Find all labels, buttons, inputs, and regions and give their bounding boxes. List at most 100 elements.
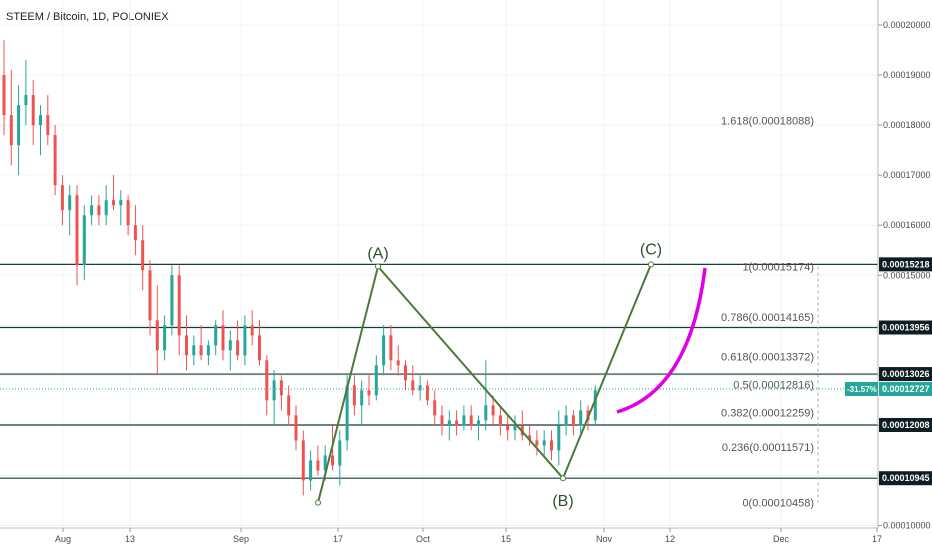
candle-body (352, 385, 356, 406)
candle-body (469, 415, 473, 426)
candle-body (104, 200, 108, 216)
horizontal-levels (0, 263, 878, 479)
candle-body (221, 325, 225, 351)
y-tick-label: 0.00010000 (883, 520, 931, 530)
y-tick-label: 0.00017000 (883, 170, 931, 180)
level-price-label: 0.00010945 (882, 473, 930, 483)
x-tick-label: 13 (125, 534, 135, 544)
candle-body (506, 425, 510, 431)
candle-body (374, 365, 378, 396)
candle-body (455, 420, 459, 426)
candle-body (279, 380, 283, 396)
y-tick-label: 0.00020000 (883, 20, 931, 30)
wave-line[interactable] (317, 263, 652, 503)
candle-body (309, 460, 313, 481)
x-tick-label: 15 (501, 534, 511, 544)
candle-body (301, 440, 305, 481)
y-tick-label: 0.00018000 (883, 120, 931, 130)
candle-body (53, 135, 57, 186)
wave-point[interactable] (315, 499, 321, 506)
candle-body (214, 325, 218, 346)
candle-body (2, 75, 6, 116)
price-change-label: -31.57% (847, 385, 877, 394)
fib-level-label: 0.618(0.00013372) (721, 352, 814, 364)
candle-body (440, 415, 444, 426)
candle-body (345, 385, 349, 441)
candle-body (564, 415, 568, 426)
level-price-label: 0.00013026 (882, 369, 930, 379)
candle-body (31, 95, 35, 126)
wave-point[interactable] (648, 261, 654, 268)
x-tick-label: 17 (872, 534, 882, 544)
x-tick-label: Oct (416, 534, 431, 544)
time-axis[interactable]: Aug 13 Sep 17 Oct 15 Nov 12 Dec 17 (55, 528, 882, 544)
candle-body (90, 205, 94, 216)
candle-body (228, 340, 232, 351)
fib-level-label: 0.236(0.00011571) (722, 442, 814, 454)
candle-body (170, 275, 174, 326)
level-price-tag (879, 257, 932, 272)
candle-body (258, 335, 261, 361)
current-price-tag (879, 382, 932, 397)
x-tick-label: Dec (773, 534, 790, 544)
y-tick-label: 0.00016000 (883, 220, 931, 230)
level-price-tag (879, 418, 932, 433)
candle-body (60, 185, 64, 211)
candle-body (75, 195, 79, 266)
candle-body (236, 340, 240, 356)
fib-level-label: 0.5(0.00012816) (733, 380, 814, 392)
candle-body (250, 325, 254, 336)
wave-label-a: (A) (367, 246, 388, 263)
candle-body (185, 335, 188, 356)
candle-body (484, 405, 488, 421)
abc-wave-drawing: (A) (B) (C) (315, 241, 707, 510)
candle-body (39, 115, 42, 126)
candle-body (331, 455, 334, 466)
candle-body (294, 415, 298, 441)
candle-body (367, 390, 371, 396)
candle-body (418, 385, 422, 391)
candle-body (404, 365, 407, 381)
candle-body (141, 240, 145, 271)
candle-body (46, 115, 50, 136)
candle-body (199, 345, 203, 356)
candle-body (243, 325, 247, 356)
fib-level-label: 1.618(0.00018088) (721, 116, 814, 128)
fib-level-label: 1(0.00015174) (742, 262, 814, 274)
candle-body (433, 400, 437, 416)
level-price-tag (879, 367, 932, 382)
candle-body (477, 420, 480, 426)
wave-point[interactable] (375, 263, 381, 270)
candle-body (192, 345, 196, 356)
fib-level-label: 0.382(0.00012259) (721, 407, 814, 419)
candle-body (535, 440, 539, 446)
level-price-tag (879, 471, 932, 486)
x-tick-label: 17 (333, 534, 343, 544)
candle-body (593, 390, 597, 421)
candle-body (9, 115, 13, 146)
current-price-label: 0.00012727 (882, 384, 930, 394)
projected-path[interactable] (616, 267, 707, 414)
candle-body (68, 195, 72, 211)
candle-body (528, 435, 532, 441)
candle-body (579, 410, 583, 426)
candle-body (126, 200, 130, 226)
chart-title: STEEM / Bitcoin, 1D, POLONIEX (6, 11, 169, 23)
price-axis[interactable]: 0.000100000.000110000.000120000.00013000… (845, 20, 932, 530)
candle-body (411, 380, 415, 391)
wave-point[interactable] (560, 475, 566, 482)
candle-body (97, 205, 101, 216)
x-tick-label: Aug (55, 534, 71, 544)
candle-body (17, 105, 21, 146)
candle-body (425, 385, 429, 401)
candle-body (550, 440, 553, 451)
candle-body (557, 425, 561, 451)
candle-body (177, 275, 181, 336)
candle-body (148, 270, 152, 321)
y-tick-label: 0.00015000 (883, 270, 931, 280)
candle-body (513, 425, 517, 431)
candle-body (462, 415, 466, 426)
candle-body (491, 405, 495, 416)
x-tick-label: 12 (665, 534, 675, 544)
